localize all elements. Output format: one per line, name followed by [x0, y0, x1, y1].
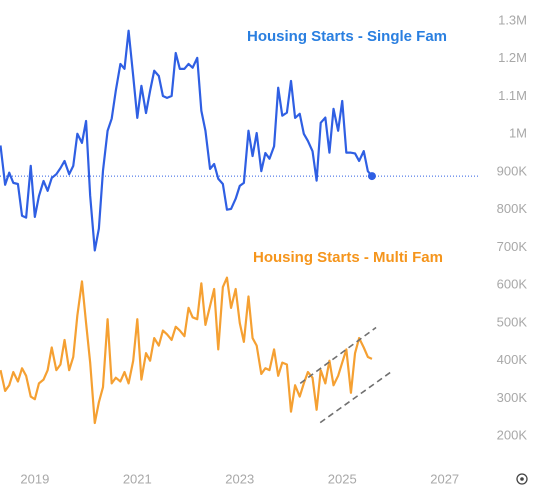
x-tick-label: 2025 — [328, 471, 357, 486]
series-label: Housing Starts - Multi Fam — [253, 249, 443, 266]
y-tick-label: 300K — [497, 390, 528, 405]
y-tick-label: 200K — [497, 428, 528, 443]
series-line — [0, 29, 373, 252]
trend-line — [319, 369, 394, 424]
x-tick-label: 2023 — [225, 471, 254, 486]
y-tick-label: 1M — [509, 126, 527, 141]
trend-line — [299, 326, 377, 385]
y-tick-label: 900K — [497, 163, 528, 178]
x-tick-label: 2021 — [123, 471, 152, 486]
y-tick-label: 1.2M — [498, 50, 527, 65]
x-tick-label: 2027 — [430, 471, 459, 486]
last-value-dot — [367, 172, 376, 181]
x-tick-label: 2019 — [20, 471, 49, 486]
reset-icon[interactable] — [516, 473, 528, 485]
y-tick-label: 500K — [497, 314, 528, 329]
y-tick-label: 700K — [497, 239, 528, 254]
y-tick-label: 800K — [497, 201, 528, 216]
y-tick-label: 400K — [497, 352, 528, 367]
y-tick-label: 600K — [497, 277, 528, 292]
y-tick-label: 1.1M — [498, 88, 527, 103]
y-tick-label: 1.3M — [498, 12, 527, 27]
series-line — [0, 276, 373, 425]
series-label: Housing Starts - Single Fam — [247, 28, 447, 45]
